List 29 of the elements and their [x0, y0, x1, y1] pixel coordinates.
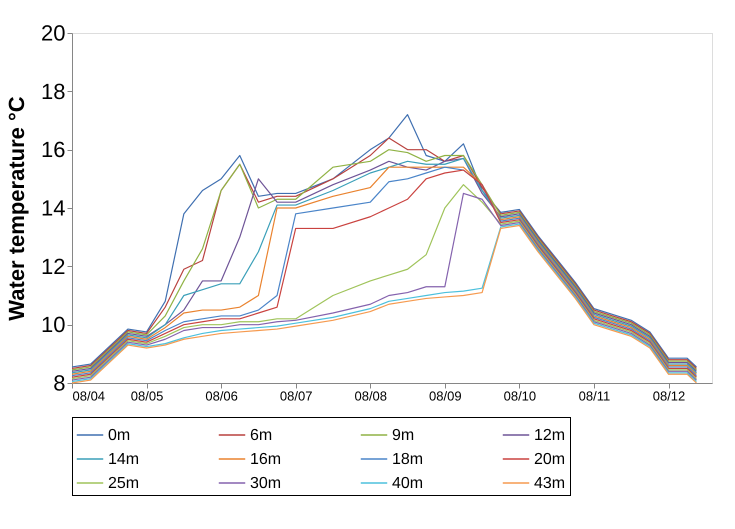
y-tick-label: 16	[41, 137, 66, 162]
legend-label: 30m	[250, 475, 282, 492]
legend-label: 6m	[250, 427, 272, 444]
legend-label: 40m	[392, 475, 424, 492]
y-tick-label: 12	[41, 254, 66, 279]
legend-label: 18m	[392, 451, 424, 468]
legend-label: 20m	[534, 451, 566, 468]
x-tick-label: 08/05	[130, 388, 164, 404]
x-tick-label: 08/08	[354, 388, 388, 404]
legend-label: 12m	[534, 427, 566, 444]
legend-label: 9m	[392, 427, 414, 444]
x-tick-label: 08/11	[578, 388, 610, 404]
y-tick-label: 10	[41, 312, 66, 338]
legend-label: 0m	[108, 427, 130, 444]
x-tick-label: 08/06	[205, 388, 238, 404]
legend-label: 16m	[250, 451, 282, 468]
x-tick-label: 08/10	[504, 388, 536, 404]
y-tick-label: 20	[41, 20, 66, 46]
y-tick-label: 18	[41, 78, 66, 104]
y-tick-label: 14	[41, 196, 66, 220]
y-tick-label: 8	[53, 370, 66, 396]
legend-label: 43m	[534, 475, 566, 492]
x-tick-label: 08/12	[652, 388, 686, 404]
y-axis-title: Water temperature °C	[4, 96, 30, 321]
x-tick-label: 08/04	[72, 388, 106, 404]
x-tick-label: 08/09	[429, 388, 462, 404]
legend-label: 25m	[108, 475, 140, 492]
legend-label: 14m	[108, 451, 140, 468]
x-tick-label: 08/07	[280, 388, 312, 404]
